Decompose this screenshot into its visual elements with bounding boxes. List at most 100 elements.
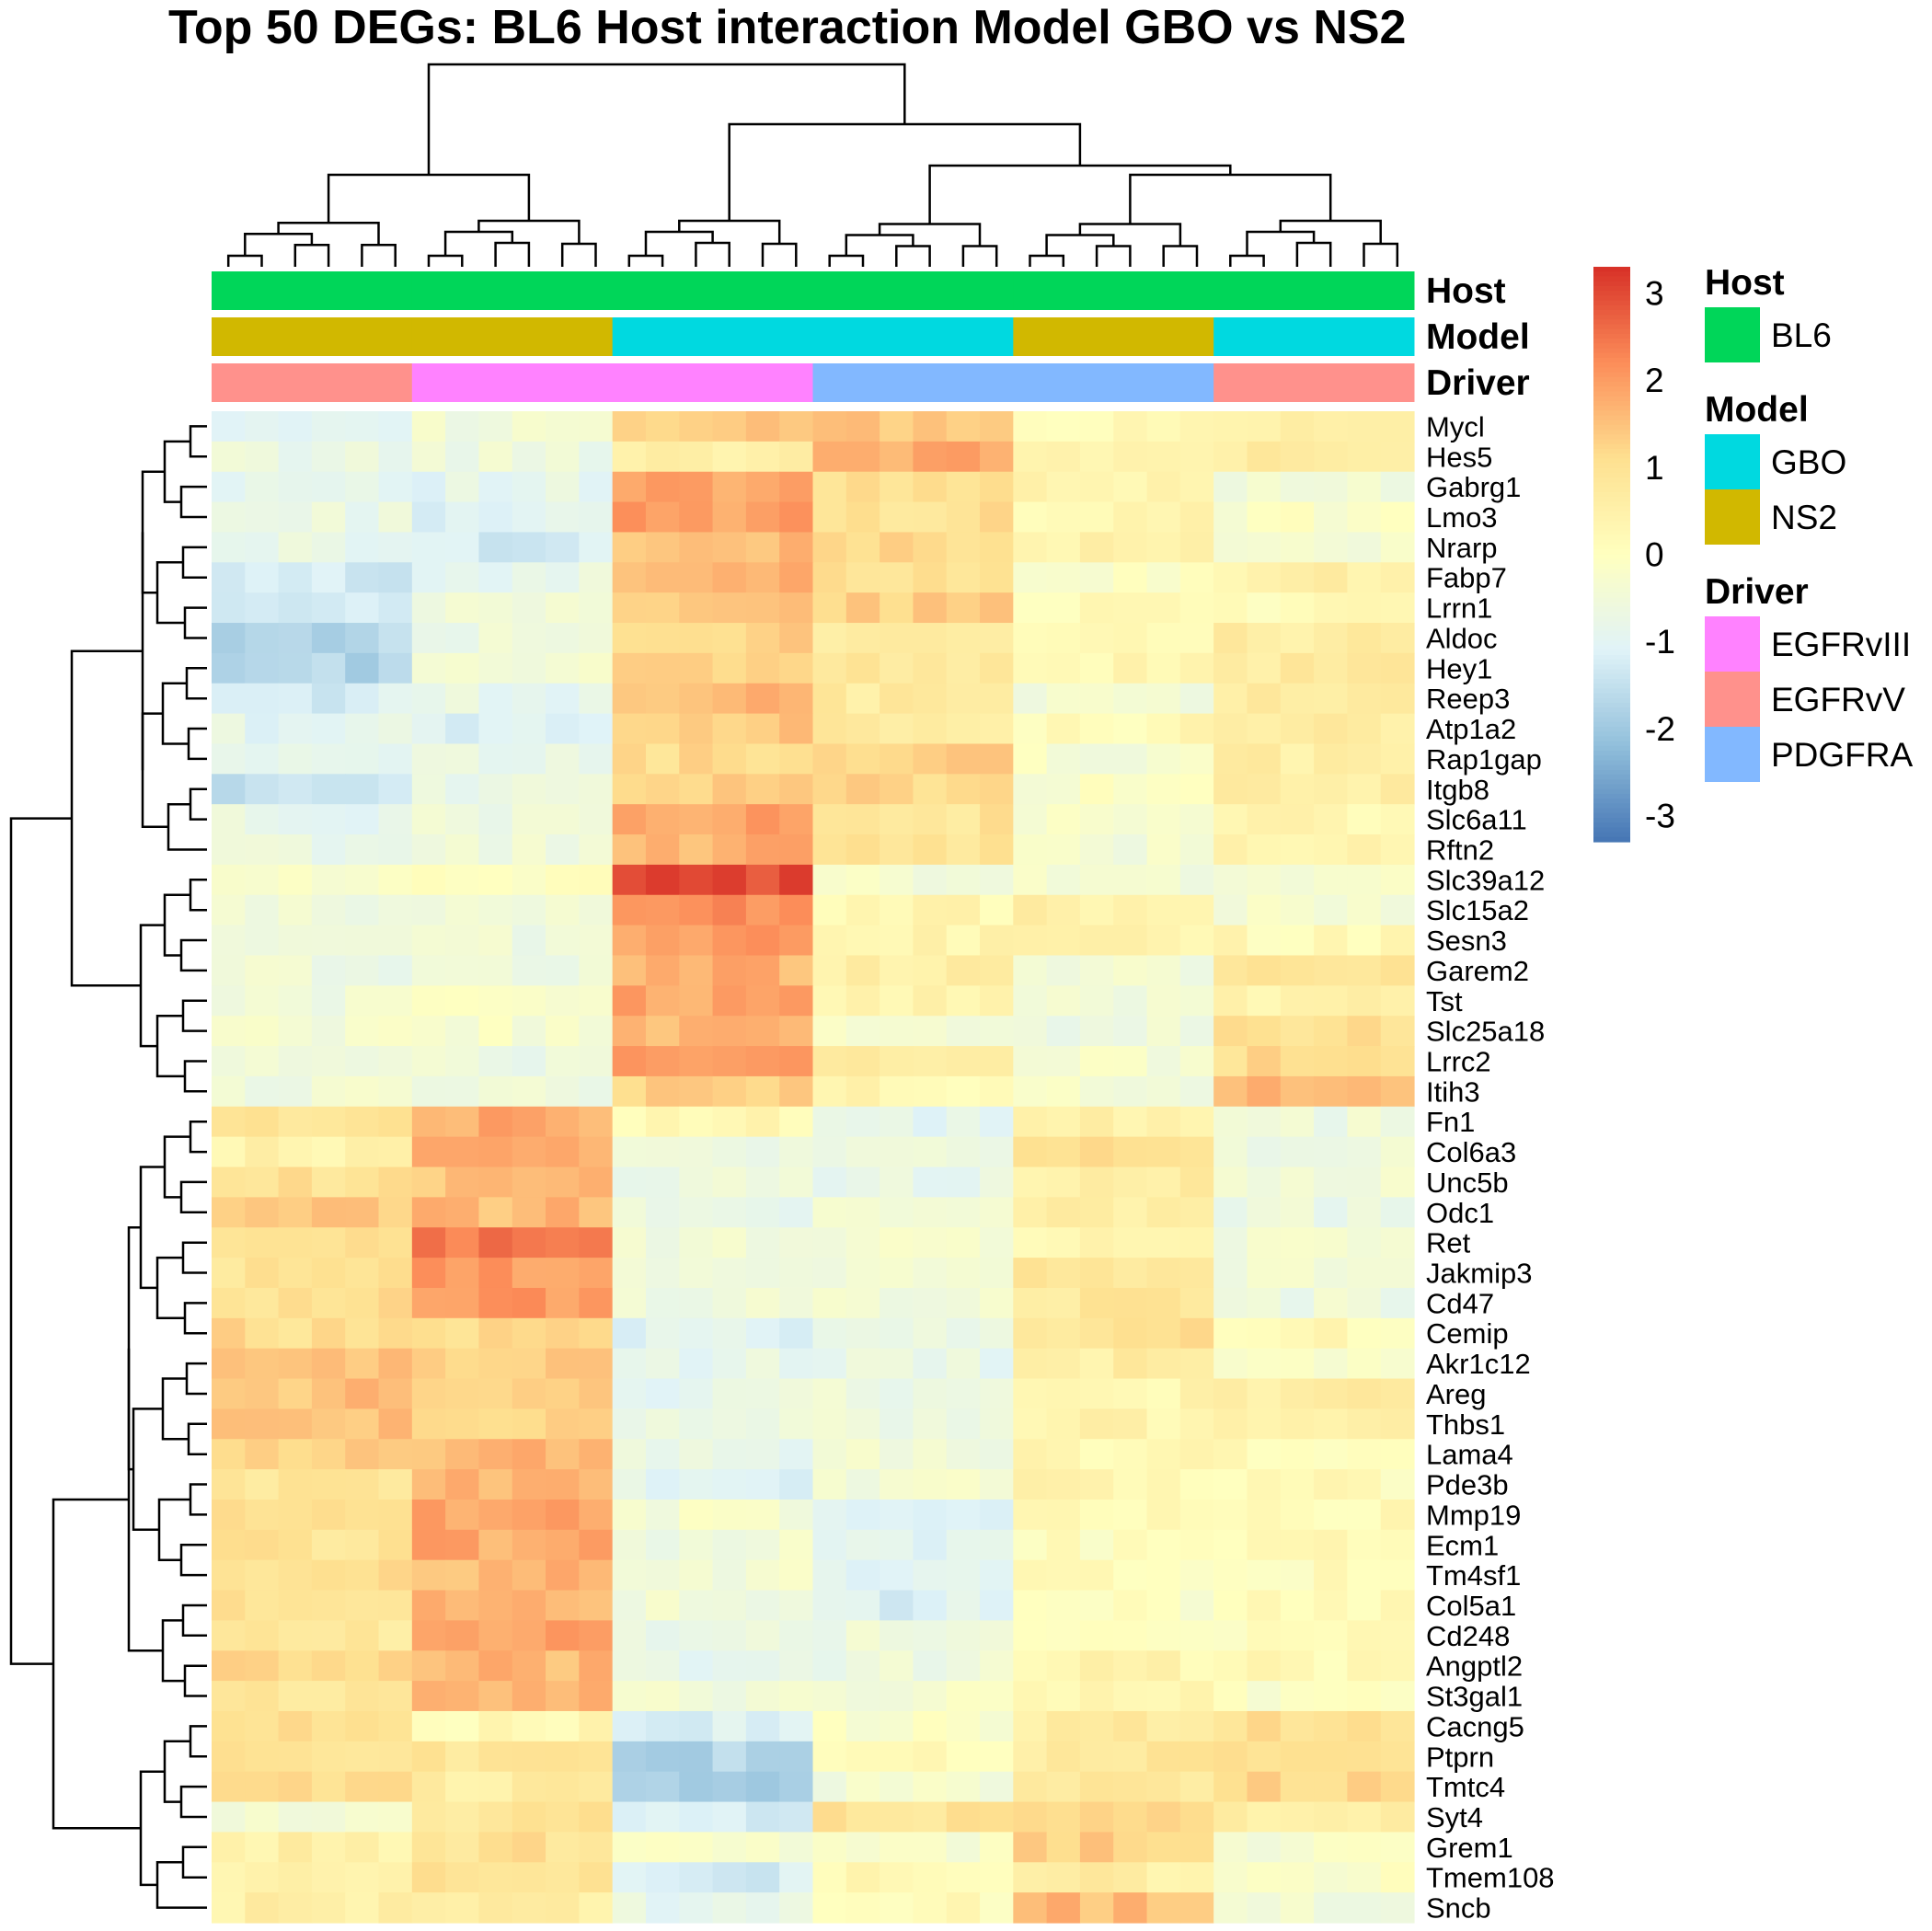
heatmap-cell bbox=[779, 1771, 814, 1803]
heatmap-cell bbox=[645, 1681, 680, 1712]
heatmap-cell bbox=[712, 1287, 747, 1319]
heatmap-cell bbox=[278, 1681, 313, 1712]
heatmap-cell bbox=[980, 1559, 1014, 1592]
heatmap-cell bbox=[212, 1016, 246, 1047]
heatmap-cell bbox=[880, 1681, 914, 1712]
heatmap-cell bbox=[1179, 532, 1214, 563]
heatmap-cell bbox=[1347, 1529, 1382, 1561]
heatmap-cell bbox=[712, 1559, 747, 1592]
heatmap-cell bbox=[445, 1287, 480, 1319]
heatmap-cell bbox=[411, 652, 446, 684]
heatmap-cell bbox=[880, 623, 914, 654]
color-scale-band bbox=[1593, 597, 1630, 603]
heatmap-cell bbox=[645, 1559, 680, 1592]
heatmap-cell bbox=[1013, 683, 1048, 715]
heatmap-cell bbox=[645, 894, 680, 926]
legend-item-gbo: GBO bbox=[1771, 443, 1846, 481]
heatmap-cell bbox=[612, 774, 647, 805]
heatmap-cell bbox=[779, 592, 814, 624]
heatmap-cell bbox=[1247, 652, 1282, 684]
heatmap-cell bbox=[1347, 743, 1382, 775]
heatmap-cell bbox=[913, 925, 948, 957]
heatmap-cell bbox=[1046, 925, 1081, 957]
heatmap-cell bbox=[980, 1046, 1014, 1077]
heatmap-cell bbox=[645, 1590, 680, 1621]
heatmap-cell bbox=[546, 652, 580, 684]
heatmap-cell bbox=[779, 1317, 814, 1350]
heatmap-cell bbox=[812, 955, 847, 986]
heatmap-cell bbox=[1079, 623, 1114, 654]
heatmap-cell bbox=[1247, 501, 1282, 534]
heatmap-cell bbox=[245, 1771, 280, 1803]
heatmap-cell bbox=[579, 1348, 614, 1380]
heatmap-cell bbox=[1146, 1075, 1181, 1108]
heatmap-cell bbox=[980, 1167, 1014, 1198]
heatmap-cell bbox=[411, 1258, 446, 1289]
heatmap-cell bbox=[812, 713, 847, 745]
heatmap-cell bbox=[946, 1892, 981, 1924]
heatmap-cell bbox=[378, 1136, 413, 1168]
heatmap-cell bbox=[1380, 1439, 1415, 1470]
heatmap-cell bbox=[345, 1529, 380, 1561]
color-scale-band bbox=[1593, 295, 1630, 302]
heatmap-cell bbox=[311, 864, 346, 896]
heatmap-cell bbox=[812, 1650, 847, 1682]
heatmap-cell bbox=[445, 1832, 480, 1863]
heatmap-cell bbox=[880, 985, 914, 1017]
heatmap-cell bbox=[1380, 1650, 1415, 1682]
heatmap-cell bbox=[1213, 1590, 1248, 1621]
heatmap-cell bbox=[880, 683, 914, 715]
heatmap-cell bbox=[1079, 562, 1114, 593]
heatmap-cell bbox=[812, 1529, 847, 1561]
heatmap-cell bbox=[1146, 1167, 1181, 1198]
heatmap-cell bbox=[812, 1681, 847, 1712]
heatmap-cell bbox=[612, 1408, 647, 1440]
heatmap-cell bbox=[712, 1710, 747, 1742]
heatmap-cell bbox=[845, 1710, 880, 1742]
color-scale-band bbox=[1593, 563, 1630, 569]
heatmap-cell bbox=[946, 1741, 981, 1773]
heatmap-cell bbox=[1247, 1741, 1282, 1773]
heatmap-cell bbox=[245, 985, 280, 1017]
heatmap-cell bbox=[880, 743, 914, 775]
heatmap-cell bbox=[712, 1590, 747, 1621]
heatmap-cell bbox=[411, 1348, 446, 1380]
row-label-col5a1: Col5a1 bbox=[1426, 1590, 1516, 1622]
heatmap-cell bbox=[1213, 1348, 1248, 1380]
heatmap-cell bbox=[712, 743, 747, 775]
row-label-col6a3: Col6a3 bbox=[1426, 1136, 1516, 1168]
heatmap-cell bbox=[445, 1167, 480, 1198]
heatmap-cell bbox=[1179, 1832, 1214, 1863]
heatmap-cell bbox=[478, 683, 513, 715]
heatmap-cell bbox=[278, 1258, 313, 1289]
heatmap-cell bbox=[913, 1862, 948, 1893]
heatmap-cell bbox=[1079, 1892, 1114, 1924]
heatmap-cell bbox=[411, 1106, 446, 1138]
heatmap-cell bbox=[1013, 1741, 1048, 1773]
heatmap-cell bbox=[1079, 1681, 1114, 1712]
heatmap-cell bbox=[679, 1439, 714, 1470]
heatmap-cell bbox=[1146, 1439, 1181, 1470]
color-scale-band bbox=[1593, 305, 1630, 311]
heatmap-cell bbox=[913, 592, 948, 624]
heatmap-cell bbox=[679, 441, 714, 473]
heatmap-cell bbox=[1179, 1862, 1214, 1893]
row-label-mycl: Mycl bbox=[1426, 410, 1485, 443]
heatmap-cell bbox=[546, 713, 580, 745]
color-scale-band bbox=[1593, 606, 1630, 613]
heatmap-cell bbox=[946, 955, 981, 986]
heatmap-cell bbox=[1013, 1408, 1048, 1440]
heatmap-cell bbox=[880, 1317, 914, 1350]
heatmap-cell bbox=[579, 1862, 614, 1893]
heatmap-cell bbox=[1280, 955, 1315, 986]
heatmap-cell bbox=[1280, 1862, 1315, 1893]
heatmap-cell bbox=[445, 623, 480, 654]
heatmap-cell bbox=[712, 1258, 747, 1289]
heatmap-cell bbox=[1280, 1710, 1315, 1742]
heatmap-cell bbox=[278, 743, 313, 775]
dendrogram-link bbox=[627, 254, 664, 267]
annotation-segment-model-ns2 bbox=[212, 317, 413, 356]
heatmap-cell bbox=[612, 501, 647, 534]
color-scale-band bbox=[1593, 267, 1630, 272]
heatmap-cell bbox=[745, 1227, 780, 1259]
